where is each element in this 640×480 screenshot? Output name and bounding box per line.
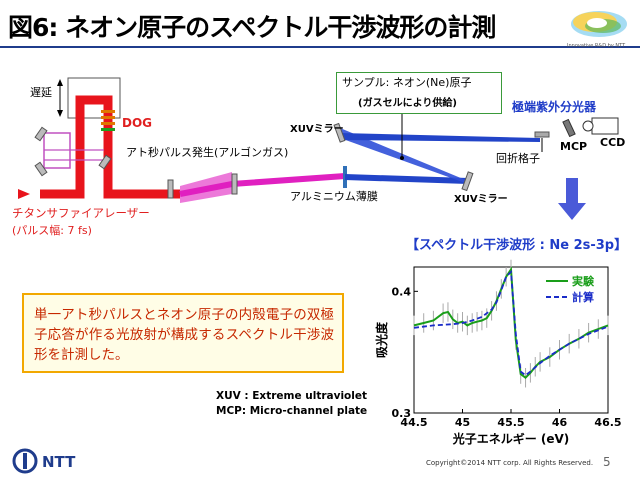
dog-label: DOG <box>122 116 153 130</box>
x-tick-label: 46.5 <box>594 416 621 429</box>
summary-box: 単一アト秒パルスとネオン原子の内殻電子の双極子応答が作る光放射が構成するスペクト… <box>22 293 344 373</box>
mcp-detector <box>562 118 576 138</box>
grating <box>534 131 550 138</box>
innovation-logo <box>571 11 627 37</box>
gas-cell-mirror <box>231 173 238 195</box>
copyright: Copyright©2014 NTT corp. All Rights Rese… <box>426 459 594 467</box>
aluminum-label: アルミニウム薄膜 <box>290 190 378 203</box>
xuv-beam <box>345 174 468 184</box>
slide-title: 図6: ネオン原子のスペクトル干渉波形の計測 <box>8 13 496 42</box>
logo-caption: Innovative R&D by NTT <box>567 43 626 49</box>
down-arrow <box>558 178 586 220</box>
abbreviation-xuv: XUV : Extreme ultraviolet <box>216 390 367 402</box>
y-tick-label: 0.4 <box>392 285 412 298</box>
legend-label: 実験 <box>572 274 595 288</box>
grating-label: 回折格子 <box>496 152 540 165</box>
ccd-camera <box>591 117 619 135</box>
xuv-mirror-label-left: XUVミラー <box>290 124 344 135</box>
mirror <box>34 161 48 177</box>
x-tick-label: 46 <box>552 416 568 429</box>
x-tick-label: 45.5 <box>497 416 524 429</box>
xuv-mirror-label-right: XUVミラー <box>454 194 508 205</box>
ntt-logo-icon <box>12 448 38 474</box>
spectrometer-label: 極端紫外分光器 <box>512 100 597 114</box>
ntt-wordmark: NTT <box>42 453 76 471</box>
laser-input-arrow <box>18 189 30 199</box>
page-number: 5 <box>603 455 611 469</box>
mirror <box>34 126 48 142</box>
dog-crystal <box>101 110 115 113</box>
xuv-mirror-right <box>461 171 474 192</box>
spectrum-chart: 44.5 45 45.5 46 46.5 0.3 0.4 光子エネルギー (eV) 吸光度 実験計… <box>374 259 622 446</box>
x-axis-label: 光子エネルギー (eV) <box>452 431 570 446</box>
x-tick-label: 45 <box>455 416 470 429</box>
delay-label: 遅延 <box>30 86 52 99</box>
mirror <box>98 154 112 170</box>
y-axis-label: 吸光度 <box>374 321 389 358</box>
sample-label: サンプル: ネオン(Ne)原子 <box>342 76 472 89</box>
gas-cell-label: (ガスセルにより供給) <box>358 98 457 109</box>
series-line-calculation <box>413 269 609 377</box>
x-tick-label: 44.5 <box>400 416 427 429</box>
ccd-label: CCD <box>600 136 626 149</box>
attosecond-label: アト秒パルス発生(アルゴンガス) <box>126 146 289 159</box>
beam-paths <box>18 77 619 220</box>
pulse-width-label: (パルス幅: 7 fs) <box>12 224 92 237</box>
legend-label: 計算 <box>572 290 594 304</box>
delay-stage-box <box>67 77 121 119</box>
laser-label: チタンサファイアレーザー <box>12 206 150 220</box>
title-divider <box>0 46 640 48</box>
mcp-label: MCP <box>560 140 588 153</box>
summary-text: 単一アト秒パルスとネオン原子の内殻電子の双極子応答が作る光放射が構成するスペクト… <box>34 307 334 363</box>
sample-callout <box>336 72 502 114</box>
xuv-mirror-left <box>333 122 346 143</box>
y-tick-label: 0.3 <box>392 407 412 420</box>
setup-diagram: サンプル: ネオン(Ne)原子 (ガスセルにより供給) 遅延 DOG アト秒パル… <box>0 48 640 238</box>
abbreviation-mcp: MCP: Micro-channel plate <box>216 405 368 417</box>
focus-mirror <box>167 179 174 199</box>
magenta-loop <box>43 132 71 169</box>
chart-title: 【スペクトル干渉波形 : Ne 2s-3p】 <box>406 238 628 253</box>
